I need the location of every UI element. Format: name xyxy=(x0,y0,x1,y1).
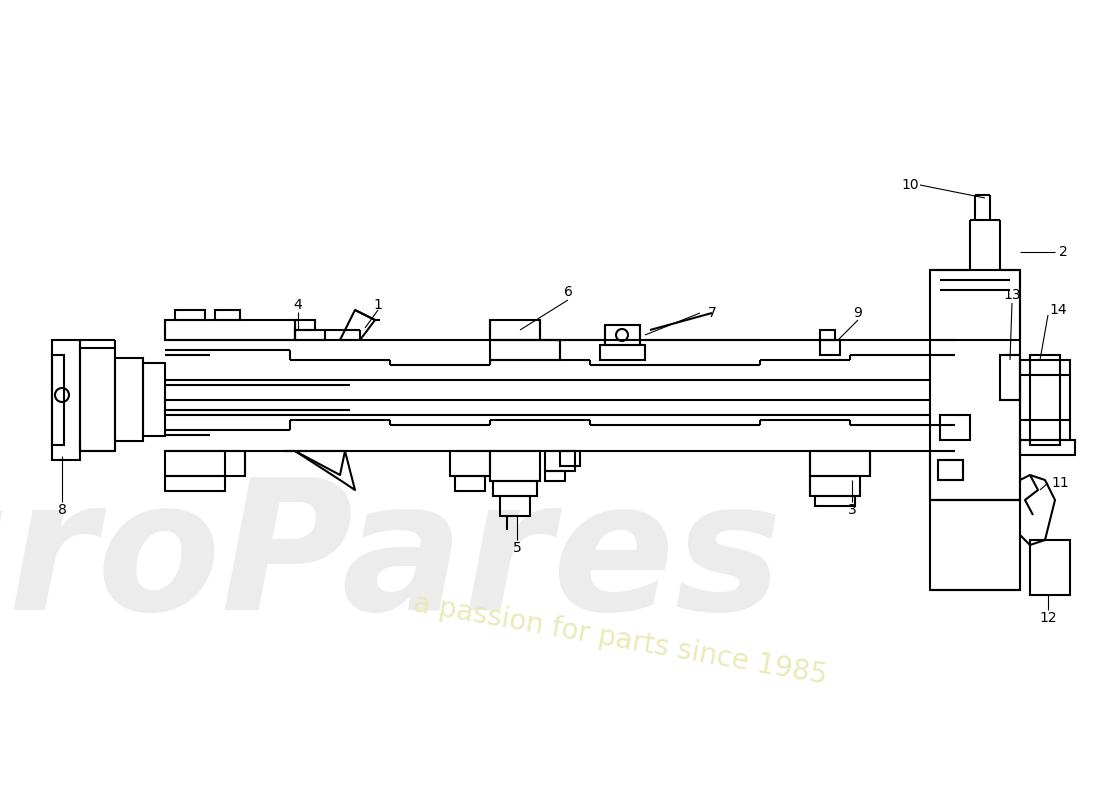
Bar xyxy=(175,310,205,320)
Bar xyxy=(80,348,116,451)
Bar xyxy=(214,310,240,320)
Bar xyxy=(490,451,540,481)
Bar xyxy=(165,451,245,476)
Bar xyxy=(1020,440,1075,455)
Text: 5: 5 xyxy=(513,541,521,555)
Text: 13: 13 xyxy=(1003,288,1021,302)
Bar xyxy=(116,358,143,441)
Bar xyxy=(930,500,1020,590)
Text: 11: 11 xyxy=(1052,476,1069,490)
Bar xyxy=(940,415,970,440)
Bar xyxy=(450,451,490,476)
Text: 4: 4 xyxy=(294,298,302,312)
Bar xyxy=(143,363,165,436)
Bar xyxy=(1020,360,1070,440)
Bar xyxy=(1000,355,1020,400)
Bar xyxy=(490,320,540,340)
Bar xyxy=(560,451,580,466)
Bar xyxy=(490,340,560,360)
Bar xyxy=(52,355,64,445)
Text: euroPares: euroPares xyxy=(0,472,782,648)
Bar xyxy=(165,320,295,340)
Bar xyxy=(810,451,870,476)
Bar xyxy=(493,481,537,496)
Bar xyxy=(600,345,645,360)
Text: 14: 14 xyxy=(1049,303,1067,317)
Text: 12: 12 xyxy=(1040,611,1057,625)
Bar xyxy=(295,330,324,340)
Text: 9: 9 xyxy=(854,306,862,320)
Bar xyxy=(820,330,835,340)
Bar xyxy=(1030,355,1060,445)
Text: 2: 2 xyxy=(1058,245,1067,259)
Bar xyxy=(455,476,485,491)
Bar xyxy=(500,496,530,516)
Text: a passion for parts since 1985: a passion for parts since 1985 xyxy=(411,590,829,690)
Bar xyxy=(1030,540,1070,595)
Bar xyxy=(544,471,565,481)
Text: 3: 3 xyxy=(848,503,857,517)
Bar xyxy=(938,460,962,480)
Bar xyxy=(52,340,80,460)
Bar xyxy=(165,476,226,491)
Text: 7: 7 xyxy=(707,306,716,320)
Bar xyxy=(820,340,840,355)
Text: 10: 10 xyxy=(901,178,918,192)
Bar xyxy=(605,325,640,345)
Bar xyxy=(295,320,315,330)
Text: 6: 6 xyxy=(563,285,572,299)
Text: 8: 8 xyxy=(57,503,66,517)
Bar xyxy=(815,496,855,506)
Text: 1: 1 xyxy=(374,298,383,312)
Bar xyxy=(930,270,1020,500)
Bar xyxy=(810,476,860,496)
Bar xyxy=(544,451,575,471)
